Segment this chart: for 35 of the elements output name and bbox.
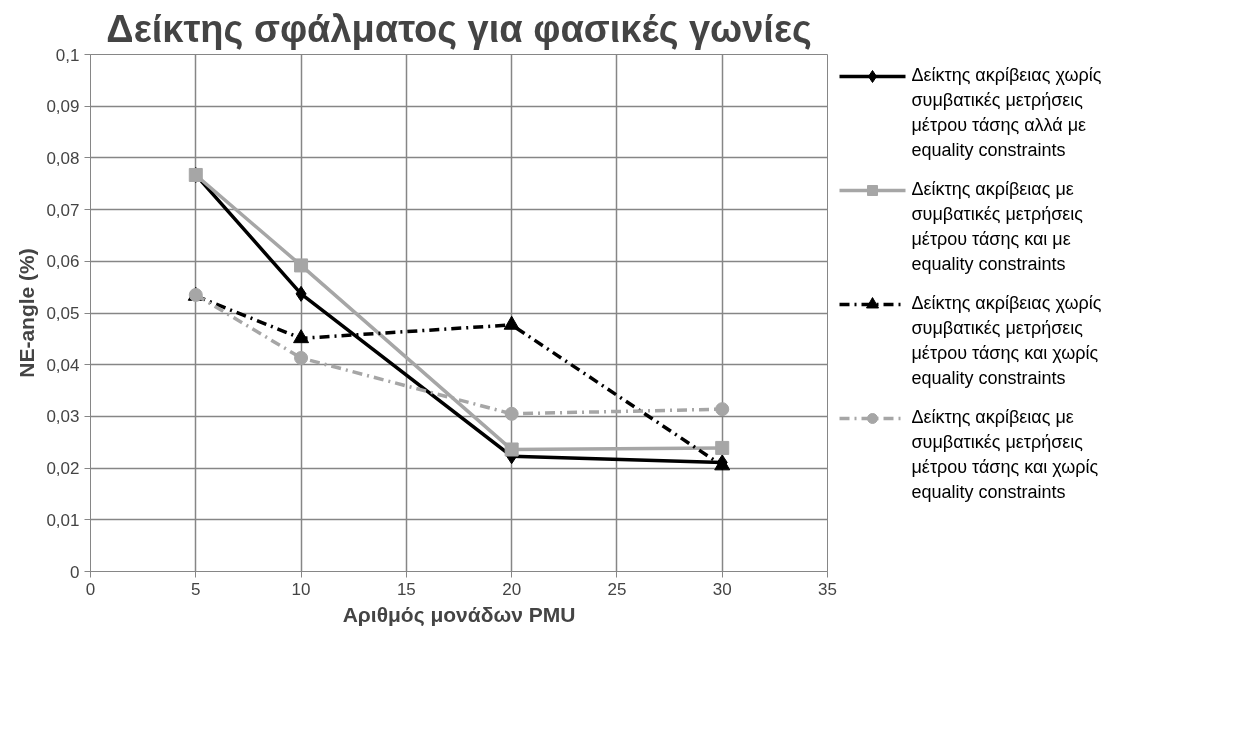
point [504,406,519,421]
y-axis-title: NE-angle (%) [15,248,39,378]
x-tick-label: 5 [191,579,201,599]
y-tick-label: 0,09 [46,97,80,117]
y-tick-label: 0,08 [46,148,80,168]
point [293,329,310,344]
y-tick-label: 0,07 [46,200,80,220]
y-tick-label: 0,03 [46,407,80,427]
x-tick-label: 15 [396,579,416,599]
y-tick-label: 0,01 [46,510,80,530]
y-tick-label: 0,05 [46,304,80,323]
chart-title: Δείκτης σφάλματος για φασικές γωνίες [106,7,812,50]
y-tick-label: 0,04 [46,355,80,375]
point [715,440,730,455]
x-tick-label: 25 [607,579,627,599]
x-tick-label: 0 [85,579,96,599]
legend-label: Δείκτης ακρίβειας με συμβατικές μετρήσεις μέτρου τάσης και με equality constraints [911,178,1084,274]
y-tick-label: 0,1 [55,45,80,65]
point [504,442,519,457]
y-tick-label: 0,02 [46,459,80,479]
point [295,285,307,302]
x-axis-title: Αριθμός μονάδων PMU [342,602,576,627]
y-tick-label: 0 [70,562,80,582]
x-tick-label: 10 [291,579,311,599]
y-tick-label: 0,06 [46,252,80,272]
legend-label: Δείκτης ακρίβειας χωρίς συμβατικές μετρήσεις μέτρου τάσης αλλά με equality constraints [911,64,1102,160]
legend-label: Δείκτης ακρίβειας χωρίς συμβατικές μετρήσεις μέτρου τάσης και χωρίς equality constraints [911,292,1102,388]
point [715,402,730,417]
x-tick-label: 30 [712,579,732,599]
x-tick-label: 20 [502,579,522,599]
point [294,350,309,365]
legend-label: Δείκτης ακρίβειας με συμβατικές μετρήσεις μέτρου τάσης και χωρίς equality constraints [911,406,1099,502]
x-tick-label: 35 [818,579,837,599]
point [294,258,309,273]
point [503,315,520,330]
